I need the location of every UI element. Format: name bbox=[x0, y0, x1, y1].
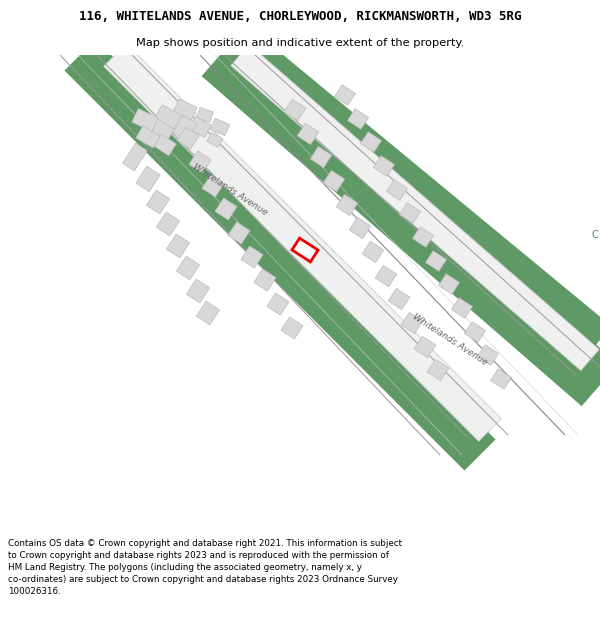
Polygon shape bbox=[231, 44, 599, 371]
Polygon shape bbox=[104, 44, 502, 441]
Polygon shape bbox=[244, 41, 600, 354]
Polygon shape bbox=[189, 151, 211, 173]
Polygon shape bbox=[210, 118, 230, 136]
Polygon shape bbox=[323, 171, 345, 192]
Polygon shape bbox=[427, 359, 449, 381]
Polygon shape bbox=[297, 123, 319, 144]
Polygon shape bbox=[267, 293, 289, 315]
Polygon shape bbox=[401, 312, 423, 334]
Polygon shape bbox=[414, 336, 436, 357]
Polygon shape bbox=[154, 134, 176, 156]
Text: Carpenter's Wood: Carpenter's Wood bbox=[22, 315, 115, 325]
Text: Map shows position and indicative extent of the property.: Map shows position and indicative extent… bbox=[136, 38, 464, 48]
Polygon shape bbox=[228, 222, 250, 244]
Polygon shape bbox=[202, 34, 600, 406]
Polygon shape bbox=[197, 107, 214, 122]
Polygon shape bbox=[451, 298, 473, 318]
Polygon shape bbox=[132, 109, 158, 131]
Polygon shape bbox=[166, 234, 190, 258]
Polygon shape bbox=[388, 288, 410, 309]
Polygon shape bbox=[122, 143, 148, 171]
Polygon shape bbox=[412, 227, 434, 248]
Text: Whitelands Avenue: Whitelands Avenue bbox=[411, 312, 489, 368]
Polygon shape bbox=[157, 212, 179, 236]
Polygon shape bbox=[425, 251, 446, 271]
Polygon shape bbox=[439, 274, 460, 294]
Polygon shape bbox=[241, 246, 263, 268]
Polygon shape bbox=[386, 180, 407, 200]
Polygon shape bbox=[284, 99, 306, 121]
Polygon shape bbox=[196, 301, 220, 325]
Polygon shape bbox=[334, 85, 356, 105]
Polygon shape bbox=[150, 119, 174, 141]
Polygon shape bbox=[362, 241, 384, 262]
Polygon shape bbox=[207, 132, 223, 148]
Polygon shape bbox=[176, 256, 200, 280]
Polygon shape bbox=[136, 126, 160, 148]
Polygon shape bbox=[361, 132, 382, 152]
Polygon shape bbox=[292, 238, 318, 262]
Polygon shape bbox=[373, 156, 395, 176]
Polygon shape bbox=[254, 269, 276, 291]
Polygon shape bbox=[349, 217, 371, 239]
Polygon shape bbox=[347, 109, 368, 129]
Polygon shape bbox=[310, 146, 332, 168]
Polygon shape bbox=[173, 99, 197, 121]
Polygon shape bbox=[490, 369, 512, 389]
Polygon shape bbox=[64, 39, 496, 471]
Polygon shape bbox=[478, 345, 499, 365]
Polygon shape bbox=[173, 115, 197, 141]
Polygon shape bbox=[215, 198, 237, 220]
Polygon shape bbox=[281, 317, 303, 339]
Text: C: C bbox=[591, 230, 598, 240]
Polygon shape bbox=[464, 322, 485, 342]
Polygon shape bbox=[177, 127, 199, 149]
Text: Contains OS data © Crown copyright and database right 2021. This information is : Contains OS data © Crown copyright and d… bbox=[8, 539, 402, 596]
Text: 116, WHITELANDS AVENUE, CHORLEYWOOD, RICKMANSWORTH, WD3 5RG: 116, WHITELANDS AVENUE, CHORLEYWOOD, RIC… bbox=[79, 10, 521, 23]
Polygon shape bbox=[155, 105, 181, 129]
Polygon shape bbox=[187, 279, 209, 303]
Polygon shape bbox=[0, 55, 600, 445]
Polygon shape bbox=[400, 202, 421, 223]
Polygon shape bbox=[202, 175, 224, 197]
Polygon shape bbox=[136, 166, 160, 192]
Polygon shape bbox=[336, 194, 358, 216]
Polygon shape bbox=[189, 117, 211, 138]
Polygon shape bbox=[375, 266, 397, 287]
Polygon shape bbox=[146, 190, 170, 214]
Text: Whitelands Avenue: Whitelands Avenue bbox=[191, 162, 269, 217]
